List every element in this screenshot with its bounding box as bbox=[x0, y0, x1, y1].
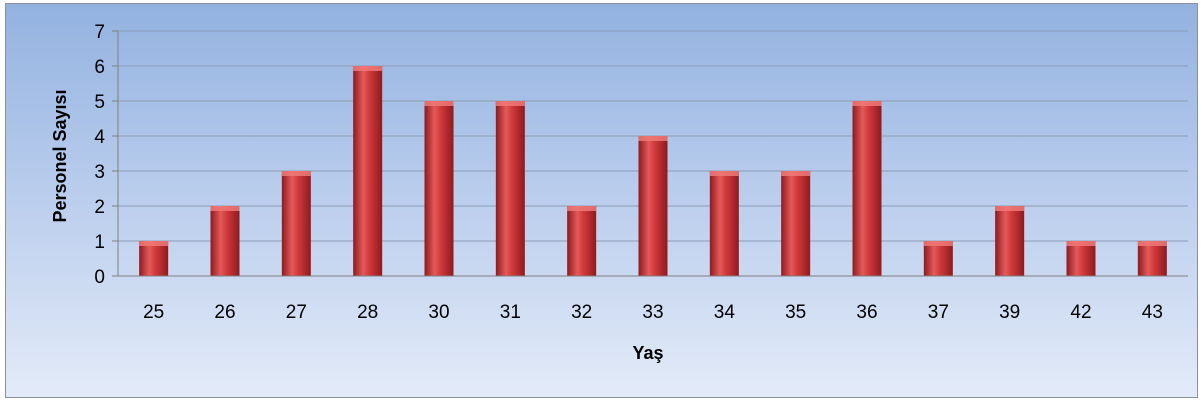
bar-cap bbox=[567, 206, 597, 211]
x-tick-label: 43 bbox=[1142, 302, 1163, 323]
y-tick-label: 6 bbox=[94, 57, 105, 78]
bar-cap bbox=[1066, 241, 1096, 246]
bar bbox=[139, 241, 169, 276]
y-tick-label: 2 bbox=[94, 197, 105, 218]
bar-cap bbox=[424, 101, 454, 106]
x-tick-label: 35 bbox=[785, 302, 806, 323]
bar bbox=[567, 206, 597, 276]
bar-30 bbox=[424, 101, 454, 276]
bar-cap bbox=[139, 241, 169, 246]
y-axis-title: Personel Sayısı bbox=[50, 89, 70, 222]
bar bbox=[781, 171, 811, 276]
bar-cap bbox=[210, 206, 240, 211]
x-tick-label: 25 bbox=[143, 302, 164, 323]
bar-37 bbox=[923, 241, 953, 276]
x-tick-label: 39 bbox=[999, 302, 1020, 323]
bar-36 bbox=[852, 101, 882, 276]
y-tick-label: 7 bbox=[94, 22, 105, 43]
bar bbox=[923, 241, 953, 276]
bar-34 bbox=[709, 171, 739, 276]
bar-cap bbox=[995, 206, 1025, 211]
bar-cap bbox=[709, 171, 739, 176]
bar bbox=[495, 101, 525, 276]
x-tick-label: 26 bbox=[214, 302, 235, 323]
y-tick-label: 4 bbox=[94, 127, 105, 148]
bar bbox=[353, 66, 383, 276]
bar-28 bbox=[353, 66, 383, 276]
x-tick-label: 32 bbox=[571, 302, 592, 323]
bar-31 bbox=[495, 101, 525, 276]
y-tick-label: 5 bbox=[94, 92, 105, 113]
bar-cap bbox=[1137, 241, 1167, 246]
bar bbox=[852, 101, 882, 276]
x-tick-label: 31 bbox=[500, 302, 521, 323]
y-tick-label: 3 bbox=[94, 162, 105, 183]
bar-cap bbox=[923, 241, 953, 246]
x-tick-label: 42 bbox=[1070, 302, 1091, 323]
bar-25 bbox=[139, 241, 169, 276]
bar-cap bbox=[281, 171, 311, 176]
bar-32 bbox=[567, 206, 597, 276]
bar-27 bbox=[281, 171, 311, 276]
bars bbox=[139, 66, 1167, 276]
bar-42 bbox=[1066, 241, 1096, 276]
axes bbox=[112, 30, 1188, 277]
bar-cap bbox=[781, 171, 811, 176]
bar bbox=[281, 171, 311, 276]
x-axis-title: Yaş bbox=[632, 343, 663, 363]
bar-cap bbox=[638, 136, 668, 141]
bar-cap bbox=[495, 101, 525, 106]
x-tick-label: 27 bbox=[286, 302, 307, 323]
bar-33 bbox=[638, 136, 668, 276]
y-tick-label: 0 bbox=[94, 267, 105, 288]
bar-cap bbox=[852, 101, 882, 106]
x-tick-label: 33 bbox=[642, 302, 663, 323]
bar bbox=[995, 206, 1025, 276]
bar bbox=[709, 171, 739, 276]
x-tick-label: 30 bbox=[428, 302, 449, 323]
bar bbox=[1137, 241, 1167, 276]
x-tick-label: 34 bbox=[714, 302, 736, 323]
bar-cap bbox=[353, 66, 383, 71]
chart-area bbox=[5, 3, 1198, 398]
bar bbox=[210, 206, 240, 276]
bar bbox=[638, 136, 668, 276]
bar-39 bbox=[995, 206, 1025, 276]
bar-26 bbox=[210, 206, 240, 276]
y-tick-label: 1 bbox=[94, 232, 105, 253]
x-tick-label: 36 bbox=[856, 302, 877, 323]
bar bbox=[424, 101, 454, 276]
x-tick-label: 37 bbox=[928, 302, 949, 323]
x-tick-label: 28 bbox=[357, 302, 378, 323]
bar-35 bbox=[781, 171, 811, 276]
bar-43 bbox=[1137, 241, 1167, 276]
bar bbox=[1066, 241, 1096, 276]
